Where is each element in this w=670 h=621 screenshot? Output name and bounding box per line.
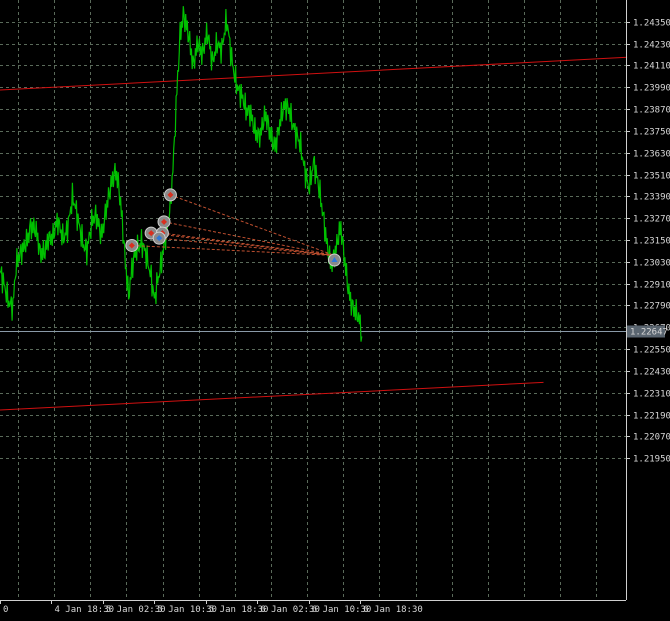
x-tick-label: 6 Jan 10:30 (312, 605, 372, 615)
trade-type-icon (167, 191, 174, 198)
trade-entry-marker[interactable] (152, 231, 166, 245)
current-price-bg (627, 325, 665, 338)
y-tick-label: 1.23390 (633, 193, 670, 203)
trend-line[interactable] (0, 56, 628, 91)
y-tick-label: 1.24350 (633, 19, 670, 29)
grid (0, 0, 626, 600)
trade-line (162, 232, 335, 256)
y-tick-label: 1.22910 (633, 281, 670, 291)
y-tick-label: 1.22790 (633, 302, 670, 312)
current-price-badge: 1.22647 (627, 325, 668, 338)
trend-line[interactable] (0, 381, 544, 411)
price-line (0, 6, 363, 342)
trade-exit-marker[interactable] (327, 253, 341, 267)
y-tick-label: 1.23270 (633, 215, 670, 225)
y-tick-label: 1.24230 (633, 41, 670, 51)
trade-type-icon (156, 235, 163, 242)
close-direction-icon (331, 257, 338, 262)
trade-line (159, 237, 335, 256)
y-tick-label: 1.23510 (633, 172, 670, 182)
trade-line (170, 194, 335, 256)
trade-type-icon (128, 242, 135, 249)
y-tick-label: 1.22430 (633, 368, 670, 378)
trade-markers (125, 188, 341, 267)
y-tick-label: 1.23030 (633, 259, 670, 269)
trade-type-icon (161, 218, 168, 225)
x-tick-label: 5 Jan 02:30 (106, 605, 166, 615)
trade-entry-marker[interactable] (125, 238, 139, 252)
x-tick-label: 5 Jan 10:30 (157, 605, 217, 615)
trade-line (163, 221, 335, 256)
current-price-label: 1.22647 (630, 328, 668, 338)
x-tick-label: 6 Jan 02:30 (260, 605, 320, 615)
trade-entry-marker[interactable] (157, 215, 171, 229)
price-series (0, 6, 363, 342)
y-tick-label: 1.22310 (633, 390, 670, 400)
y-tick-label: 1.23150 (633, 237, 670, 247)
y-tick-label: 1.22190 (633, 412, 670, 422)
y-tick-label: 1.24110 (633, 62, 670, 72)
y-tick-label: 1.22070 (633, 433, 670, 443)
trade-type-icon (148, 230, 155, 237)
y-tick-label: 1.22550 (633, 346, 670, 356)
trade-entry-marker[interactable] (163, 188, 177, 202)
y-tick-label: 1.23630 (633, 150, 670, 160)
x-tick-label: 0 (3, 605, 8, 615)
y-tick-label: 1.23750 (633, 128, 670, 138)
y-tick-label: 1.21950 (633, 455, 670, 465)
x-tick-label: 5 Jan 18:30 (209, 605, 269, 615)
trade-line (151, 232, 335, 256)
trade-lines (131, 194, 335, 256)
trend-lines (0, 56, 628, 411)
trade-line (131, 244, 335, 256)
y-tick-label: 1.23990 (633, 84, 670, 94)
x-tick-label: 4 Jan 18:30 (54, 605, 114, 615)
y-tick-label: 1.23870 (633, 106, 670, 116)
x-tick-label: 6 Jan 18:30 (363, 605, 423, 615)
